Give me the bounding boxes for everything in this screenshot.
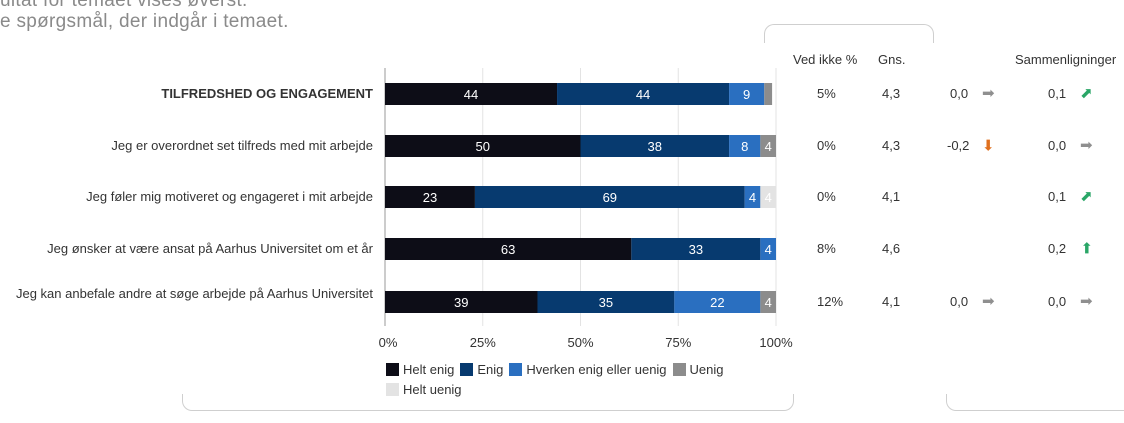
bar-segment [729, 135, 761, 157]
data-label: 23 [423, 190, 437, 205]
bar-segment [474, 186, 745, 208]
bar-segment [760, 186, 776, 208]
comparison-2-value: 0,0 [1048, 294, 1067, 309]
not-know-value: 8% [817, 241, 836, 256]
intro-text-line-1: ultat for temaet vises øverst. [0, 0, 248, 11]
data-label: 4 [765, 139, 772, 154]
data-label: 38 [648, 139, 662, 154]
data-label: 39 [454, 295, 468, 310]
legend-swatch [672, 362, 686, 376]
not-know-value: 12% [817, 294, 844, 309]
bar-segment [744, 186, 761, 208]
not-know-value: 0% [817, 138, 836, 153]
col-header-not-know: Ved ikke % [793, 52, 858, 67]
x-tick-label: 75% [665, 335, 691, 350]
data-label: 4 [765, 295, 772, 310]
comparison-2-value: 0,0 [1048, 138, 1067, 153]
data-label: 50 [476, 139, 490, 154]
legend: Helt enig Enig Hverken enig eller uenig Uen… [386, 359, 786, 399]
not-know-value: 0% [817, 189, 836, 204]
data-label: 4 [765, 242, 772, 257]
legend-item: Enig [460, 359, 503, 379]
comparison-1-value: -0,2 [947, 138, 970, 153]
bar-segment [631, 238, 761, 260]
top-brace [764, 24, 934, 43]
comparison-2-value: 0,2 [1048, 241, 1067, 256]
bar-segment [760, 291, 776, 313]
data-label: 22 [710, 295, 724, 310]
avg-value: 4,3 [882, 86, 901, 101]
data-label: 4 [749, 190, 756, 205]
bar-segment [729, 83, 765, 105]
bar-segment [385, 135, 581, 157]
bar-segment [760, 135, 776, 157]
avg-value: 4,1 [882, 189, 901, 204]
data-label: 44 [464, 87, 478, 102]
legend-swatch [460, 362, 474, 376]
bar-segment [764, 83, 773, 105]
legend-item: Helt enig [386, 359, 454, 379]
legend-label: Helt uenig [403, 381, 462, 397]
x-tick-label: 50% [567, 335, 593, 350]
legend-label: Enig [477, 361, 504, 377]
legend-item: Hverken enig eller uenig [509, 359, 667, 379]
x-tick-label: 25% [470, 335, 496, 350]
data-label: 44 [636, 87, 650, 102]
bar-segment [537, 291, 675, 313]
data-label: 35 [599, 295, 613, 310]
data-label: 63 [501, 242, 515, 257]
bar-segment [385, 291, 538, 313]
col-header-avg: Gns. [878, 52, 906, 67]
arrow-right-gray-icon: ➡ [982, 293, 995, 310]
row-label: Jeg kan anbefale andre at søge arbejde p… [15, 286, 373, 301]
data-label: 33 [689, 242, 703, 257]
data-label: 69 [603, 190, 617, 205]
x-tick-label: 100% [759, 335, 793, 350]
arrow-right-gray-icon: ➡ [1080, 293, 1093, 310]
row-label: Jeg føler mig motiveret og engageret i m… [86, 189, 373, 204]
row-label: Jeg ønsker at være ansat på Aarhus Unive… [47, 241, 373, 256]
bottom-right-brace [946, 394, 1124, 411]
comparison-1-value: 0,0 [950, 294, 969, 309]
bar-segment [385, 238, 632, 260]
not-know-value: 5% [817, 86, 836, 101]
x-tick-label: 0% [379, 335, 398, 350]
intro-text-line-2: e spørgsmål, der indgår i temaet. [0, 11, 289, 32]
legend-swatch [509, 362, 523, 376]
legend-label: Uenig [689, 361, 724, 377]
legend-item: Helt uenig [386, 379, 462, 399]
data-label: 8 [741, 139, 748, 154]
col-header-comparisons: Sammenligninger [1015, 52, 1117, 67]
avg-value: 4,6 [882, 241, 901, 256]
bar-segment [385, 83, 558, 105]
bottom-left-brace [182, 394, 794, 411]
legend-swatch [386, 362, 399, 376]
row-label: TILFREDSHED OG ENGAGEMENT [161, 86, 373, 101]
arrow-right-gray-icon: ➡ [982, 85, 995, 102]
legend-label: Helt enig [403, 361, 455, 377]
bar-segment [580, 135, 730, 157]
comparison-2-value: 0,1 [1048, 189, 1067, 204]
arrow-right-gray-icon: ➡ [1080, 137, 1093, 154]
avg-value: 4,3 [882, 138, 901, 153]
avg-value: 4,1 [882, 294, 901, 309]
bar-segment [760, 238, 776, 260]
legend-label: Hverken enig eller uenig [526, 361, 667, 377]
data-label: 4 [765, 190, 772, 205]
comparison-1-value: 0,0 [950, 86, 969, 101]
row-label: Jeg er overordnet set tilfreds med mit a… [111, 138, 373, 153]
legend-swatch [386, 382, 399, 396]
data-label: 9 [743, 87, 750, 102]
comparison-2-value: 0,1 [1048, 86, 1067, 101]
bar-segment [674, 291, 761, 313]
bar-segment [557, 83, 730, 105]
legend-item: Uenig [672, 359, 724, 379]
bar-segment [385, 186, 475, 208]
